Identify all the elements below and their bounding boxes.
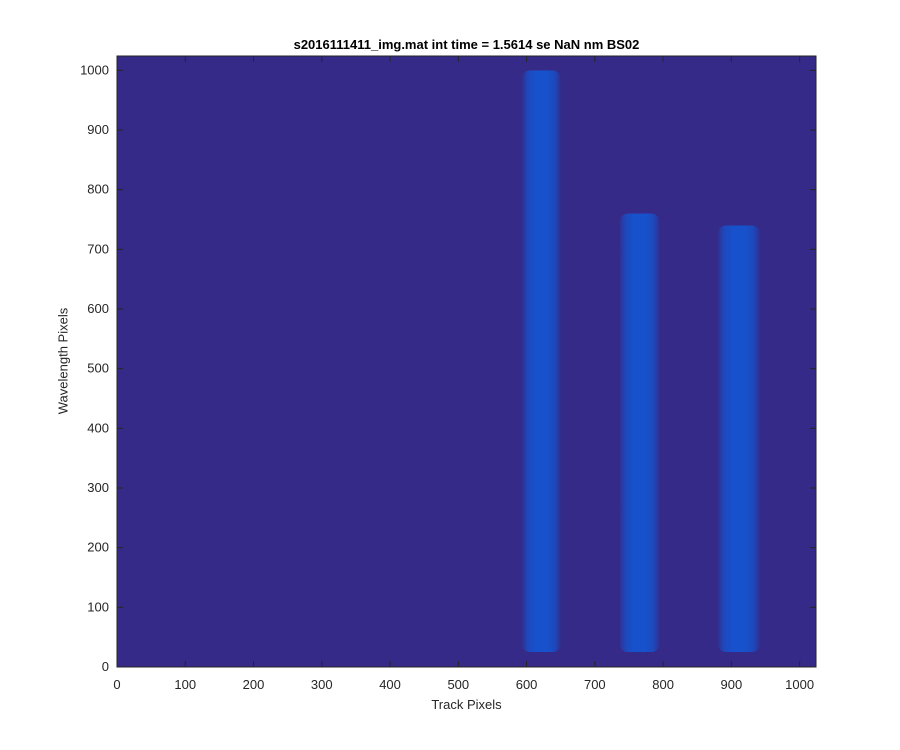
x-tick-label: 0: [113, 677, 120, 692]
y-tick-label: 600: [87, 301, 109, 316]
y-tick-label: 0: [102, 659, 109, 674]
y-axis-label: Wavelength Pixels: [55, 307, 71, 415]
x-tick-label: 500: [447, 677, 469, 692]
y-tick-label: 700: [87, 241, 109, 256]
x-tick-label: 600: [516, 677, 538, 692]
axes-box: [116, 55, 817, 668]
chart-title: s2016111411_img.mat int time = 1.5614 se…: [293, 37, 640, 52]
y-tick-label: 500: [87, 361, 109, 376]
x-axis-label: Track Pixels: [431, 697, 502, 712]
y-tick-label: 200: [87, 540, 109, 555]
spectral-band-1: [521, 70, 561, 653]
x-tick-label: 800: [652, 677, 674, 692]
y-tick-label: 400: [87, 420, 109, 435]
x-tick-label: 200: [243, 677, 265, 692]
y-tick-label: 1000: [80, 62, 109, 77]
y-tick-label: 100: [87, 599, 109, 614]
spectral-band-3: [717, 225, 761, 653]
spectral-band-2: [619, 213, 660, 653]
y-tick-label: 800: [87, 182, 109, 197]
x-tick-label: 700: [584, 677, 606, 692]
y-tick-label: 900: [87, 122, 109, 137]
x-tick-label: 400: [379, 677, 401, 692]
x-tick-label: 1000: [785, 677, 814, 692]
plot-background: [117, 56, 816, 667]
x-tick-label: 300: [311, 677, 333, 692]
y-tick-label: 300: [87, 480, 109, 495]
x-tick-label: 900: [721, 677, 743, 692]
x-tick-label: 100: [174, 677, 196, 692]
